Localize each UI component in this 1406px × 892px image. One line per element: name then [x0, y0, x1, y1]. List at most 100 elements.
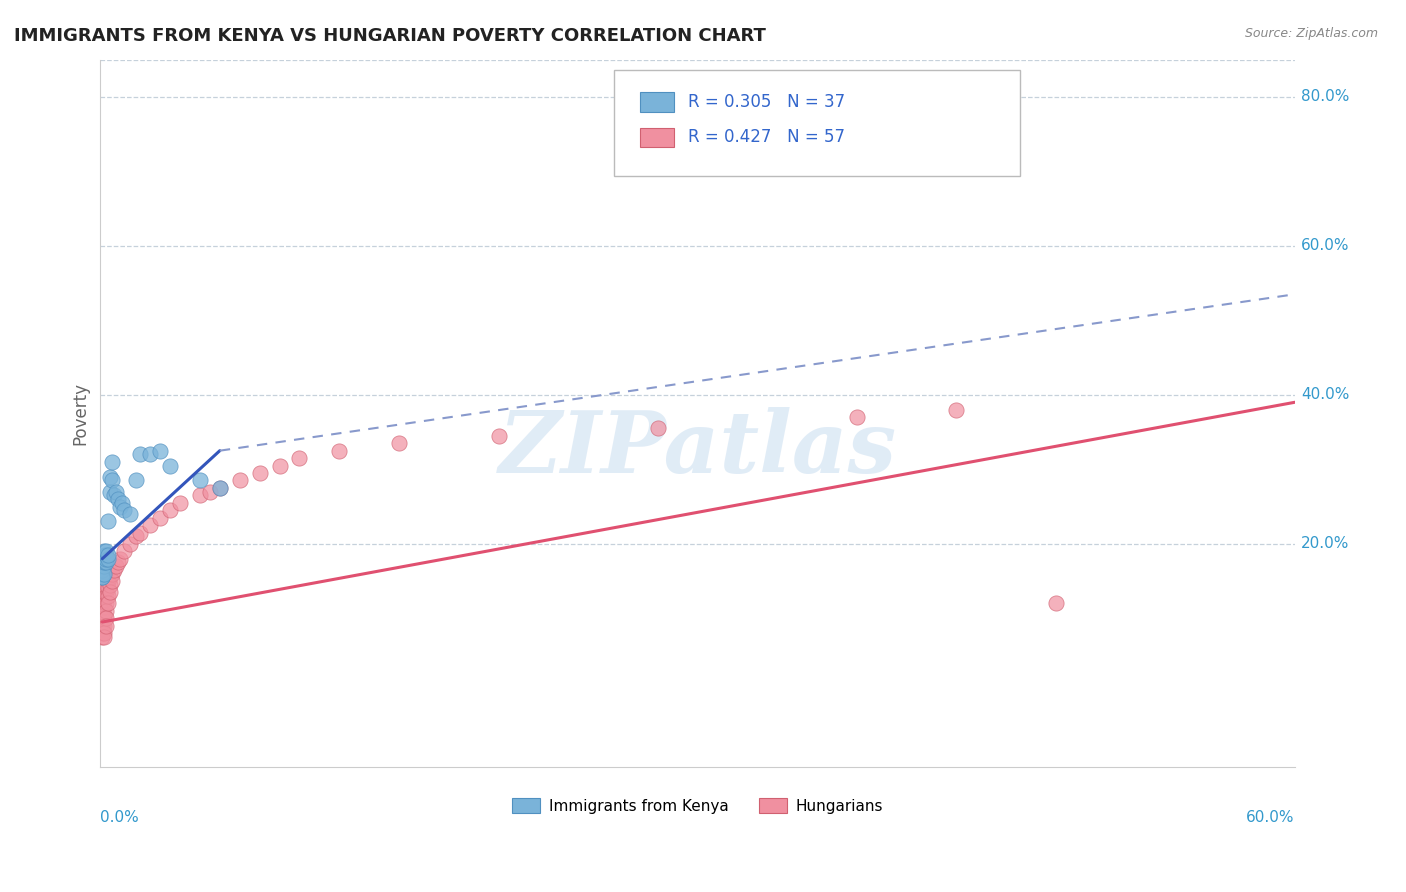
Point: [93, 626, 115, 640]
Point: [101, 574, 124, 588]
Point: [91, 618, 114, 632]
Point: [98, 469, 121, 483]
Point: [96, 551, 118, 566]
Point: [91, 596, 114, 610]
Point: [98, 484, 121, 499]
Point: [97, 589, 120, 603]
Point: [159, 503, 181, 517]
Point: [93, 630, 115, 644]
Point: [93, 544, 115, 558]
Point: [91, 559, 114, 574]
Point: [120, 507, 142, 521]
Text: 40.0%: 40.0%: [1301, 387, 1350, 402]
Point: [169, 496, 191, 510]
Point: [112, 503, 135, 517]
Point: [98, 570, 121, 584]
Point: [149, 443, 172, 458]
Text: Source: ZipAtlas.com: Source: ZipAtlas.com: [1244, 27, 1378, 40]
Point: [110, 500, 132, 514]
Point: [93, 607, 115, 622]
Text: R = 0.305   N = 37: R = 0.305 N = 37: [688, 93, 845, 112]
Point: [98, 585, 121, 599]
Point: [91, 563, 114, 577]
FancyBboxPatch shape: [640, 128, 673, 147]
Point: [120, 537, 142, 551]
Point: [845, 410, 868, 425]
Point: [93, 566, 115, 581]
Text: 60.0%: 60.0%: [1246, 810, 1295, 825]
Point: [91, 626, 114, 640]
Point: [97, 551, 120, 566]
Text: 80.0%: 80.0%: [1301, 89, 1350, 104]
Point: [96, 582, 118, 596]
Point: [129, 525, 152, 540]
Point: [93, 618, 115, 632]
Point: [93, 611, 115, 625]
Point: [101, 566, 124, 581]
Point: [647, 421, 669, 435]
Point: [96, 548, 118, 562]
Point: [93, 600, 115, 615]
Point: [96, 544, 118, 558]
Point: [269, 458, 291, 473]
Point: [91, 623, 114, 637]
Point: [91, 589, 114, 603]
Point: [103, 488, 125, 502]
Point: [97, 582, 120, 596]
Point: [388, 436, 411, 450]
Point: [96, 604, 118, 618]
Point: [125, 474, 148, 488]
Point: [107, 492, 129, 507]
Point: [91, 566, 114, 581]
Point: [159, 458, 181, 473]
Point: [93, 585, 115, 599]
Point: [93, 548, 115, 562]
Point: [288, 451, 311, 466]
Point: [105, 559, 128, 574]
Point: [93, 559, 115, 574]
Point: [93, 592, 115, 607]
Point: [328, 443, 350, 458]
Point: [208, 481, 231, 495]
Point: [208, 481, 231, 495]
Point: [249, 466, 271, 480]
Point: [97, 574, 120, 588]
Point: [93, 556, 115, 570]
Point: [198, 484, 221, 499]
Point: [97, 515, 120, 529]
Point: [97, 596, 120, 610]
Point: [101, 474, 124, 488]
Point: [112, 544, 135, 558]
Point: [91, 570, 114, 584]
Point: [129, 447, 152, 461]
Point: [107, 556, 129, 570]
Point: [188, 488, 211, 502]
Point: [91, 604, 114, 618]
Point: [103, 563, 125, 577]
Point: [96, 596, 118, 610]
FancyBboxPatch shape: [614, 70, 1021, 177]
Point: [105, 484, 128, 499]
Point: [139, 447, 162, 461]
Point: [97, 548, 120, 562]
Text: 20.0%: 20.0%: [1301, 536, 1350, 551]
Point: [188, 474, 211, 488]
FancyBboxPatch shape: [640, 92, 673, 112]
Point: [139, 518, 162, 533]
Text: 60.0%: 60.0%: [1301, 238, 1350, 253]
Y-axis label: Poverty: Poverty: [72, 382, 89, 445]
Point: [488, 429, 510, 443]
Point: [125, 529, 148, 543]
Point: [945, 402, 967, 417]
Point: [96, 556, 118, 570]
Point: [96, 618, 118, 632]
Point: [149, 510, 172, 524]
Point: [91, 570, 114, 584]
Point: [1045, 596, 1067, 610]
Text: 0.0%: 0.0%: [100, 810, 139, 825]
Text: R = 0.427   N = 57: R = 0.427 N = 57: [688, 128, 845, 146]
Point: [91, 630, 114, 644]
Point: [93, 551, 115, 566]
Point: [228, 474, 250, 488]
Text: ZIPatlas: ZIPatlas: [499, 407, 897, 491]
